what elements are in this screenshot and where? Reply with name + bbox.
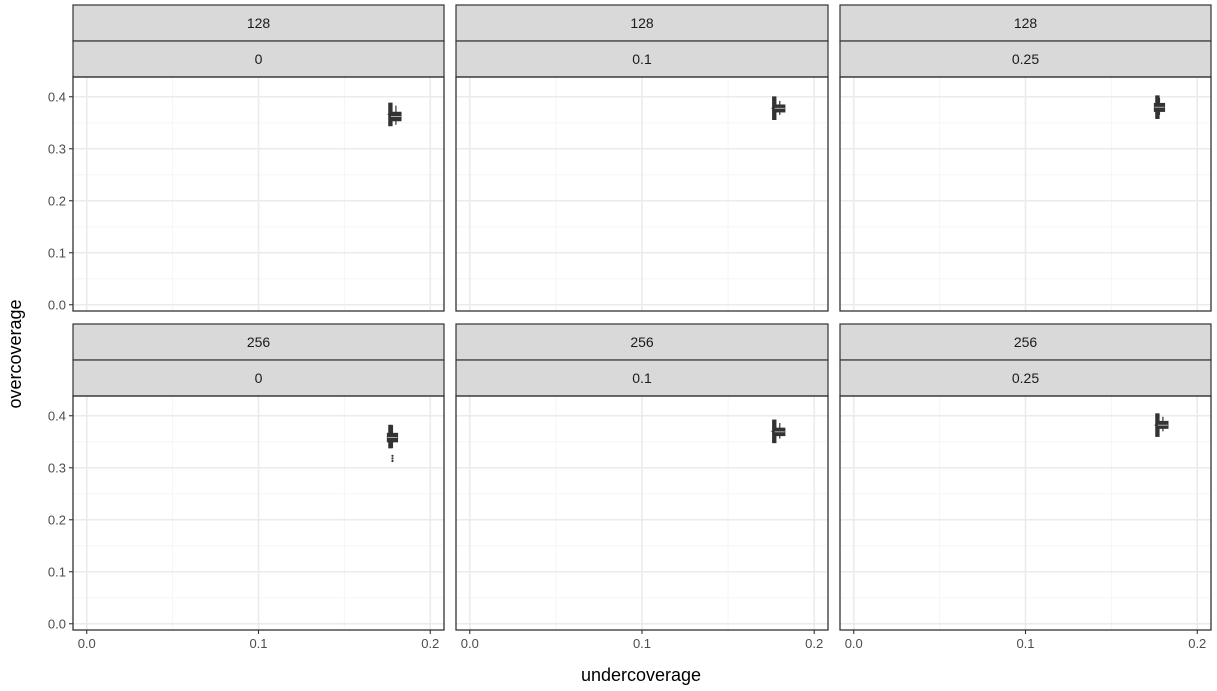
panels-layer: 128 0 0.0 0.1 0.2 0.3 0.4 128 0.1 128 0.25 256 0 0.0 0… — [48, 4, 1212, 651]
y-tick-label: 0.2 — [48, 193, 66, 208]
strip-top-box — [72, 4, 445, 42]
strip-bottom-label: 0 — [255, 51, 263, 67]
x-tick-label: 0.1 — [249, 636, 267, 651]
facet-panel: 128 0.1 — [455, 4, 829, 312]
strip-top-box — [455, 323, 829, 361]
y-tick-label: 0.2 — [48, 512, 66, 527]
x-tick-label: 0.0 — [78, 636, 96, 651]
facet-panel: 256 0.25 0.0 0.1 0.2 — [839, 323, 1212, 651]
x-tick-label: 0.0 — [461, 636, 479, 651]
facet-panel: 256 0 0.0 0.1 0.2 0.3 0.4 0.0 0.1 0.2 — [48, 323, 445, 651]
outlier-point — [391, 457, 394, 460]
panel-border — [72, 76, 445, 312]
facet-panel: 256 0.1 0.0 0.1 0.2 — [455, 323, 829, 651]
x-tick-label: 0.0 — [845, 636, 863, 651]
strip-top-box — [839, 4, 1212, 42]
strip-bottom-label: 0.1 — [632, 370, 652, 386]
strip-bottom-label: 0.25 — [1012, 51, 1039, 67]
y-tick-label: 0.4 — [48, 408, 66, 423]
strip-bottom-box — [455, 40, 829, 78]
y-tick-label: 0.0 — [48, 297, 66, 312]
strip-bottom-label: 0.25 — [1012, 370, 1039, 386]
strip-top-label: 128 — [247, 15, 271, 31]
outlier-point — [391, 459, 394, 463]
outlier-point — [391, 454, 394, 457]
strip-top-label: 256 — [630, 334, 654, 350]
panel-border — [455, 76, 829, 312]
x-tick-label: 0.2 — [421, 636, 439, 651]
strip-top-label: 256 — [247, 334, 271, 350]
strip-bottom-label: 0 — [255, 370, 263, 386]
strip-bottom-label: 0.1 — [632, 51, 652, 67]
y-tick-label: 0.3 — [48, 141, 66, 156]
y-axis-title: overcoverage — [5, 299, 25, 408]
panel-border — [839, 76, 1212, 312]
strip-bottom-box — [839, 359, 1212, 397]
strip-bottom-box — [72, 359, 445, 397]
y-tick-label: 0.4 — [48, 89, 66, 104]
y-tick-label: 0.1 — [48, 564, 66, 579]
strip-top-box — [455, 4, 829, 42]
strip-top-box — [839, 323, 1212, 361]
x-tick-label: 0.2 — [1188, 636, 1206, 651]
strip-top-box — [72, 323, 445, 361]
y-tick-label: 0.1 — [48, 245, 66, 260]
strip-top-label: 128 — [630, 15, 654, 31]
x-axis-title: undercoverage — [581, 665, 701, 685]
x-tick-label: 0.1 — [633, 636, 651, 651]
strip-bottom-box — [72, 40, 445, 78]
strip-top-label: 256 — [1014, 334, 1038, 350]
facet-panel: 128 0.25 — [839, 4, 1212, 312]
facet-panel: 128 0 0.0 0.1 0.2 0.3 0.4 — [48, 4, 445, 312]
y-tick-label: 0.3 — [48, 460, 66, 475]
strip-bottom-box — [455, 359, 829, 397]
x-tick-label: 0.1 — [1016, 636, 1034, 651]
strip-top-label: 128 — [1014, 15, 1038, 31]
y-tick-label: 0.0 — [48, 616, 66, 631]
x-tick-label: 0.2 — [805, 636, 823, 651]
